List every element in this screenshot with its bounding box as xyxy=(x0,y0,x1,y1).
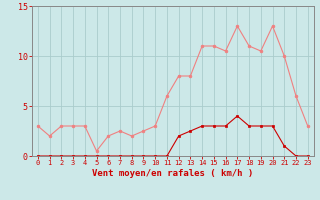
X-axis label: Vent moyen/en rafales ( km/h ): Vent moyen/en rafales ( km/h ) xyxy=(92,169,253,178)
